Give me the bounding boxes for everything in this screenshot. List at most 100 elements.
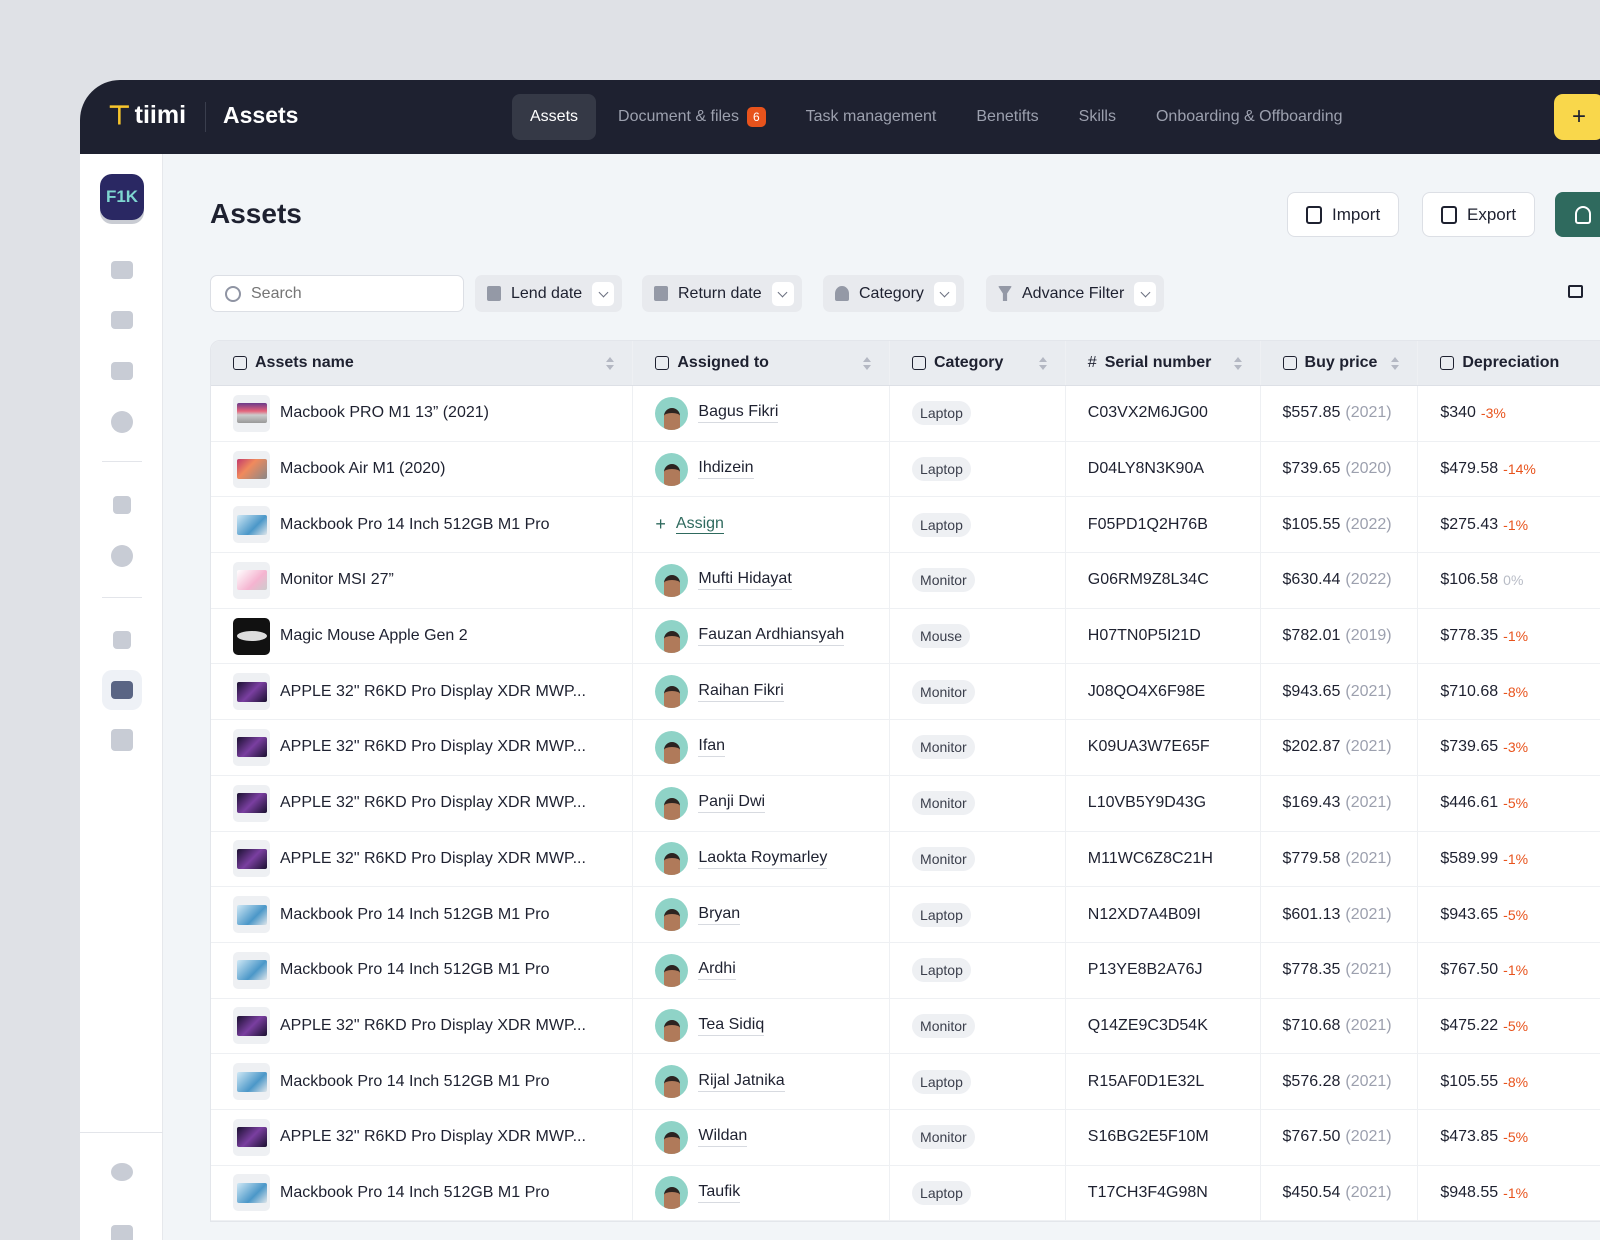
avatar <box>655 953 689 987</box>
asset-name[interactable]: Mackbook Pro 14 Inch 512GB M1 Pro <box>280 961 550 979</box>
asset-name[interactable]: Monitor MSI 27” <box>280 571 394 589</box>
assignee-name[interactable]: Bagus Fikri <box>698 403 779 424</box>
column-header-serial-number[interactable]: # Serial number <box>1066 341 1261 385</box>
table-row[interactable]: APPLE 32" R6KD Pro Display XDR MWP... La… <box>211 831 1600 888</box>
assign-link[interactable]: Assign <box>675 515 724 535</box>
table-header: Assets name Assigned to Category # Serial nu… <box>211 341 1600 386</box>
asset-name[interactable]: Mackbook Pro 14 Inch 512GB M1 Pro <box>280 515 550 533</box>
chevron-down-icon <box>771 281 794 306</box>
monitor-view-icon[interactable] <box>1568 285 1583 298</box>
user-search-icon[interactable] <box>102 402 142 442</box>
table-row[interactable]: Macbook PRO M1 13” (2021) Bagus Fikri La… <box>211 386 1600 442</box>
add-button[interactable]: + <box>1554 94 1600 140</box>
assignee-name[interactable]: Raihan Fikri <box>698 682 784 702</box>
nav-skills[interactable]: Skills <box>1061 94 1134 140</box>
assignee-name[interactable]: Panji Dwi <box>698 793 766 814</box>
price: $630.44 <box>1282 571 1341 589</box>
sort-icon[interactable] <box>1391 356 1400 370</box>
asset-name[interactable]: Magic Mouse Apple Gen 2 <box>280 627 468 645</box>
category-badge: Laptop <box>912 1180 971 1205</box>
import-button[interactable]: Import <box>1287 192 1400 237</box>
button-label: Export <box>1467 204 1517 224</box>
help-icon[interactable] <box>102 1214 142 1240</box>
chat-icon[interactable] <box>102 351 142 391</box>
nav-task-management[interactable]: Task management <box>788 94 955 140</box>
table-row[interactable]: Macbook Air M1 (2020) Ihdizein Laptop D0… <box>211 441 1600 498</box>
search-box[interactable] <box>210 275 464 312</box>
asset-name[interactable]: Mackbook Pro 14 Inch 512GB M1 Pro <box>280 905 550 923</box>
sort-icon[interactable] <box>606 356 615 370</box>
asset-name[interactable]: Mackbook Pro 14 Inch 512GB M1 Pro <box>280 1183 550 1201</box>
report-icon[interactable] <box>102 720 142 760</box>
sort-icon[interactable] <box>863 356 871 370</box>
column-header-depreciation[interactable]: Depreciation <box>1418 341 1600 385</box>
assignee-name[interactable]: Laokta Roymarley <box>698 849 828 869</box>
asset-name[interactable]: APPLE 32" R6KD Pro Display XDR MWP... <box>280 794 586 812</box>
nav-onboarding[interactable]: Onboarding & Offboarding <box>1138 94 1361 140</box>
table-row[interactable]: APPLE 32" R6KD Pro Display XDR MWP... Te… <box>211 998 1600 1055</box>
table-row[interactable]: APPLE 32" R6KD Pro Display XDR MWP... Ra… <box>211 664 1600 721</box>
asset-name[interactable]: Macbook PRO M1 13” (2021) <box>280 404 489 422</box>
serial-cell: T17CH3F4G98N <box>1066 1165 1261 1221</box>
plus-icon: + <box>655 514 666 535</box>
asset-thumbnail <box>233 617 270 655</box>
serial-cell: C03VX2M6JG00 <box>1066 386 1261 441</box>
asset-name[interactable]: APPLE 32" R6KD Pro Display XDR MWP... <box>280 738 586 756</box>
nav-benefits[interactable]: Benetifts <box>958 94 1056 140</box>
table-row[interactable]: APPLE 32" R6KD Pro Display XDR MWP... Wi… <box>211 1109 1600 1166</box>
table-row[interactable]: Mackbook Pro 14 Inch 512GB M1 Pro + Assig… <box>211 497 1600 554</box>
column-header-buy-price[interactable]: Buy price <box>1261 341 1419 385</box>
lend-date-filter[interactable]: Lend date <box>475 275 623 312</box>
add-user-button[interactable] <box>1555 192 1600 237</box>
nav-assets[interactable]: Assets <box>512 94 597 140</box>
column-header-assigned-to[interactable]: Assigned to <box>633 341 890 385</box>
employee-icon[interactable] <box>102 485 142 525</box>
assignee-name[interactable]: Mufti Hidayat <box>698 570 792 591</box>
workspace-avatar[interactable]: F1K <box>100 174 144 220</box>
asset-name[interactable]: Mackbook Pro 14 Inch 512GB M1 Pro <box>280 1072 550 1090</box>
category-filter[interactable]: Category <box>823 275 964 312</box>
assignee-name[interactable]: Bryan <box>698 905 741 925</box>
depreciated-value: $340 <box>1440 404 1476 422</box>
column-header-category[interactable]: Category <box>890 341 1066 385</box>
time-settings-icon[interactable] <box>102 536 142 576</box>
assignee-name[interactable]: Tea Sidiq <box>698 1016 765 1036</box>
buy-price-cell: $778.35 (2021) <box>1261 942 1419 998</box>
assignee-name[interactable]: Fauzan Ardhiansyah <box>698 626 845 647</box>
search-input[interactable] <box>251 284 441 303</box>
nav-documents[interactable]: Document & files 6 <box>600 94 784 140</box>
settings-gear-icon[interactable] <box>102 1152 142 1192</box>
assignee-name[interactable]: Ardhi <box>698 960 736 981</box>
table-row[interactable]: Mackbook Pro 14 Inch 512GB M1 Pro Rijal … <box>211 1054 1600 1110</box>
brand-logo[interactable]: ⊤ tiimi <box>108 100 186 131</box>
table-row[interactable]: Monitor MSI 27” Mufti Hidayat Monitor G0… <box>211 553 1600 609</box>
money-bag-icon[interactable] <box>102 620 142 660</box>
home-icon[interactable] <box>102 250 142 290</box>
export-button[interactable]: Export <box>1422 192 1536 237</box>
sort-icon[interactable] <box>1233 356 1242 370</box>
asset-name[interactable]: APPLE 32" R6KD Pro Display XDR MWP... <box>280 1016 586 1034</box>
column-header-assets-name[interactable]: Assets name <box>211 341 634 385</box>
assignee-name[interactable]: Rijal Jatnika <box>698 1072 785 1092</box>
asset-name[interactable]: APPLE 32" R6KD Pro Display XDR MWP... <box>280 849 586 867</box>
calendar-icon[interactable] <box>102 300 142 340</box>
table-row[interactable]: APPLE 32" R6KD Pro Display XDR MWP... If… <box>211 720 1600 776</box>
table-row[interactable]: Mackbook Pro 14 Inch 512GB M1 Pro Bryan … <box>211 887 1600 943</box>
advance-filter[interactable]: Advance Filter <box>986 275 1165 312</box>
table-row[interactable]: Mackbook Pro 14 Inch 512GB M1 Pro Ardhi … <box>211 942 1600 999</box>
assignee-name[interactable]: Wildan <box>698 1127 748 1148</box>
table-row[interactable]: APPLE 32" R6KD Pro Display XDR MWP... Pa… <box>211 775 1600 832</box>
category-cell: Monitor <box>890 664 1066 720</box>
asset-name[interactable]: APPLE 32" R6KD Pro Display XDR MWP... <box>280 1128 586 1146</box>
assignee-name[interactable]: Ihdizein <box>698 459 754 480</box>
table-row[interactable]: Magic Mouse Apple Gen 2 Fauzan Ardhiansy… <box>211 608 1600 665</box>
serial-cell: N12XD7A4B09I <box>1066 887 1261 942</box>
table-row[interactable]: Mackbook Pro 14 Inch 512GB M1 Pro Taufik… <box>211 1165 1600 1222</box>
depreciated-value: $710.68 <box>1440 682 1499 700</box>
return-date-filter[interactable]: Return date <box>642 275 802 312</box>
assets-building-icon[interactable] <box>102 670 142 710</box>
asset-name[interactable]: APPLE 32" R6KD Pro Display XDR MWP... <box>280 682 586 700</box>
assignee-name[interactable]: Ifan <box>698 737 726 758</box>
sort-icon[interactable] <box>1038 356 1047 370</box>
asset-name[interactable]: Macbook Air M1 (2020) <box>280 460 446 478</box>
